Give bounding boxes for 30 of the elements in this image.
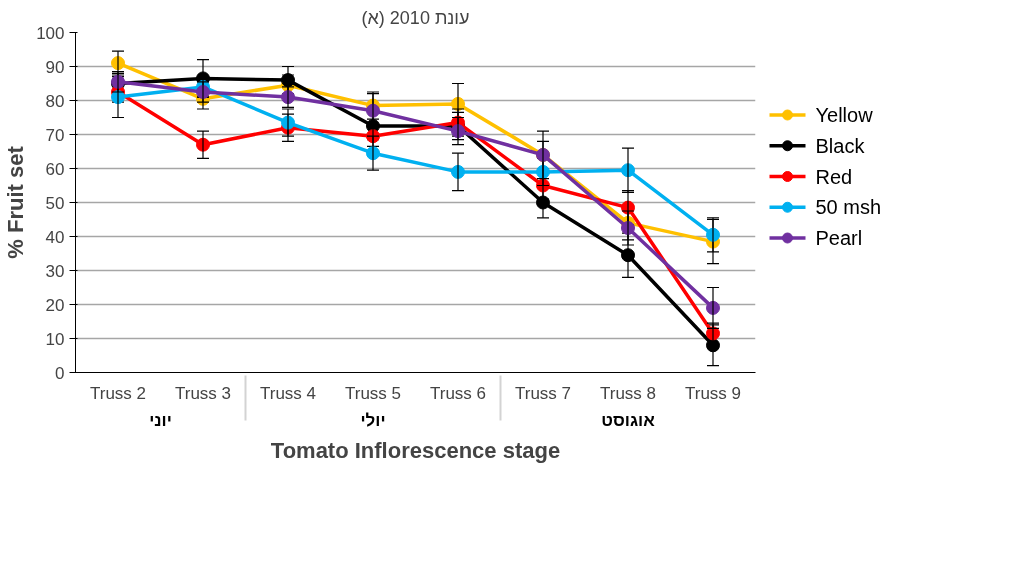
y-tick-label: 40 [45,227,65,247]
text: יולי [360,410,386,430]
x-tick-label: Truss 9 [684,383,742,403]
x-tick-label: Truss 7 [514,383,572,403]
chart-title: (א) עונת 2010 [361,7,470,28]
legend-label: Red [815,165,853,188]
x-tick-label: Truss 8 [599,383,657,403]
y-tick-label: 30 [45,261,65,281]
text: יוני [149,410,172,430]
y-tick-label: 50 [45,193,65,213]
legend-label: Pearl [815,227,863,249]
y-tick-label: 10 [45,329,65,349]
x-tick-label: Truss 2 [89,383,147,403]
y-tick-label: 60 [45,159,65,179]
legend-label: Black [815,134,866,157]
y-tick-label: 0 [55,363,65,383]
y-tick-label: 20 [45,295,65,315]
x-tick-label: Truss 3 [174,383,232,403]
y-tick-label: 100 [36,23,65,43]
y-tick-label: 70 [45,125,65,145]
x-tick-label: Truss 4 [259,383,317,403]
y-tick-label: 80 [45,91,65,111]
legend-label: Yellow [815,104,874,126]
y-tick-label: 90 [45,57,65,77]
y-axis-title: % Fruit set [3,145,29,259]
legend-label: 50 msh [815,196,882,219]
x-tick-label: Truss 6 [429,383,487,403]
x-axis-title: Tomato Inflorescence stage [270,437,561,463]
text: אוגוסט [601,410,656,430]
x-tick-label: Truss 5 [344,383,402,403]
